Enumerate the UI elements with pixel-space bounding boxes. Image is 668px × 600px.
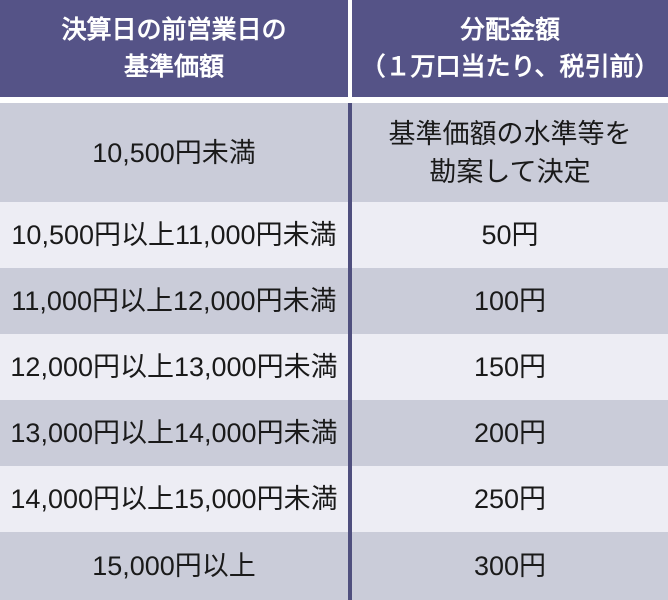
header-amount-line-2: （１万口当たり、税引前） [360,52,660,81]
cell-distribution-amount: 150円 [352,334,668,400]
table-row: 13,000円以上14,000円未満 200円 [0,400,668,466]
cell-distribution-amount: 200円 [352,400,668,466]
column-divider [348,334,352,400]
price-range-text: 11,000円以上12,000円未満 [11,286,337,316]
cell-price-range: 11,000円以上12,000円未満 [0,268,348,334]
cell-price-range: 15,000円以上 [0,532,348,600]
column-divider [348,532,352,600]
cell-distribution-amount: 50円 [352,202,668,268]
header-price-line-2: 基準価額 [123,52,224,81]
cell-distribution-amount: 250円 [352,466,668,532]
cell-distribution-amount: 100円 [352,268,668,334]
price-range-text: 10,500円以上11,000円未満 [11,220,337,250]
table-header-row: 決算日の前営業日の 基準価額 分配金額 （１万口当たり、税引前） [0,0,668,97]
price-range-text: 15,000円以上 [92,551,256,581]
table-row: 12,000円以上13,000円未満 150円 [0,334,668,400]
table-row: 11,000円以上12,000円未満 100円 [0,268,668,334]
price-range-text: 13,000円以上14,000円未満 [10,418,338,448]
amount-text: 250円 [473,484,547,514]
header-price-line-1: 決算日の前営業日の [61,15,287,44]
column-divider [348,103,352,202]
table-row: 10,500円以上11,000円未満 50円 [0,202,668,268]
price-range-text: 12,000円以上13,000円未満 [10,352,338,382]
table-row: 14,000円以上15,000円未満 250円 [0,466,668,532]
column-divider [348,268,352,334]
amount-text: 150円 [473,352,547,382]
cell-price-range: 10,500円未満 [0,103,348,202]
cell-distribution-amount: 300円 [352,532,668,600]
column-divider [348,400,352,466]
header-amount-line-1: 分配金額 [459,15,560,44]
price-range-text: 10,500円未満 [92,137,256,168]
amount-text: 50円 [481,220,539,250]
header-cell-distribution-amount: 分配金額 （１万口当たり、税引前） [352,0,668,97]
cell-distribution-amount: 基準価額の水準等を 勘案して決定 [352,103,668,202]
header-column-gap [348,0,352,97]
cell-price-range: 13,000円以上14,000円未満 [0,400,348,466]
table-row: 10,500円未満 基準価額の水準等を 勘案して決定 [0,103,668,202]
price-range-text: 14,000円以上15,000円未満 [10,484,338,514]
header-body-divider [0,97,668,103]
amount-text: 300円 [473,551,547,581]
column-divider [348,202,352,268]
column-divider [348,466,352,532]
amount-text: 200円 [473,418,547,448]
amount-text-line-2: 勘案して決定 [429,156,591,187]
cell-price-range: 12,000円以上13,000円未満 [0,334,348,400]
cell-price-range: 10,500円以上11,000円未満 [0,202,348,268]
amount-text-line-1: 基準価額の水準等を [388,118,632,149]
amount-text: 100円 [473,286,547,316]
header-cell-price-range: 決算日の前営業日の 基準価額 [0,0,348,97]
cell-price-range: 14,000円以上15,000円未満 [0,466,348,532]
table-row: 15,000円以上 300円 [0,532,668,600]
